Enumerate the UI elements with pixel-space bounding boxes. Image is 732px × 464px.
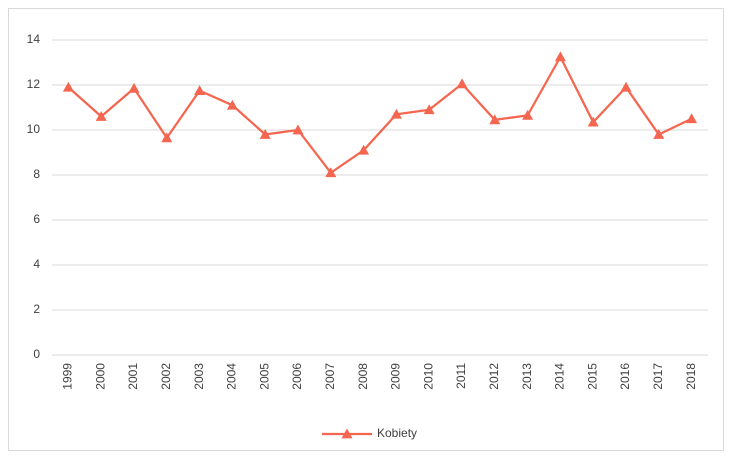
y-tick-label: 6	[33, 212, 40, 226]
x-tick-label: 2009	[389, 363, 403, 390]
x-tick-label: 2011	[454, 363, 468, 389]
y-tick-label: 4	[33, 257, 40, 271]
x-tick-label: 2013	[520, 363, 534, 390]
point-marker	[194, 85, 206, 96]
x-tick-label: 2012	[487, 363, 501, 390]
legend-label: Kobiety	[377, 426, 417, 440]
point-marker	[161, 132, 173, 143]
point-marker	[620, 81, 632, 92]
series-line	[67, 54, 693, 175]
y-tick-label: 2	[33, 302, 40, 316]
x-tick-label: 2005	[257, 363, 271, 390]
x-tick-label: 2002	[159, 363, 173, 390]
point-marker	[95, 111, 107, 121]
x-tick-label: 2004	[225, 363, 239, 390]
point-marker	[62, 81, 74, 92]
point-marker	[686, 113, 698, 124]
point-marker	[423, 104, 435, 115]
y-tick-label: 14	[27, 32, 41, 46]
x-tick-label: 2016	[618, 363, 632, 390]
point-marker	[358, 144, 370, 155]
x-tick-label: 2003	[192, 363, 206, 390]
y-tick-label: 0	[33, 347, 40, 361]
point-marker	[522, 109, 534, 120]
point-marker	[456, 78, 468, 89]
y-tick-label: 12	[27, 77, 41, 91]
legend-marker	[341, 428, 353, 439]
x-tick-label: 2001	[126, 363, 140, 390]
x-tick-label: 2010	[421, 363, 435, 390]
x-tick-label: 2017	[651, 363, 665, 390]
chart-border	[8, 8, 724, 451]
point-marker	[128, 82, 140, 93]
point-marker	[292, 124, 304, 135]
x-tick-label: 2015	[585, 363, 599, 390]
x-tick-label: 2000	[93, 363, 107, 390]
x-tick-label: 1999	[61, 363, 75, 390]
point-marker	[226, 99, 238, 110]
x-tick-label: 2014	[553, 363, 567, 390]
y-tick-label: 10	[27, 122, 41, 136]
point-marker	[325, 167, 337, 178]
point-marker	[653, 129, 665, 139]
y-tick-label: 8	[33, 167, 40, 181]
x-tick-label: 2006	[290, 363, 304, 390]
x-tick-label: 2008	[356, 363, 370, 390]
x-tick-label: 2007	[323, 363, 337, 390]
point-marker	[259, 129, 271, 139]
x-tick-label: 2018	[684, 363, 698, 390]
point-marker	[554, 51, 566, 62]
point-marker	[587, 116, 599, 127]
point-marker	[489, 114, 501, 125]
point-marker	[390, 108, 402, 119]
